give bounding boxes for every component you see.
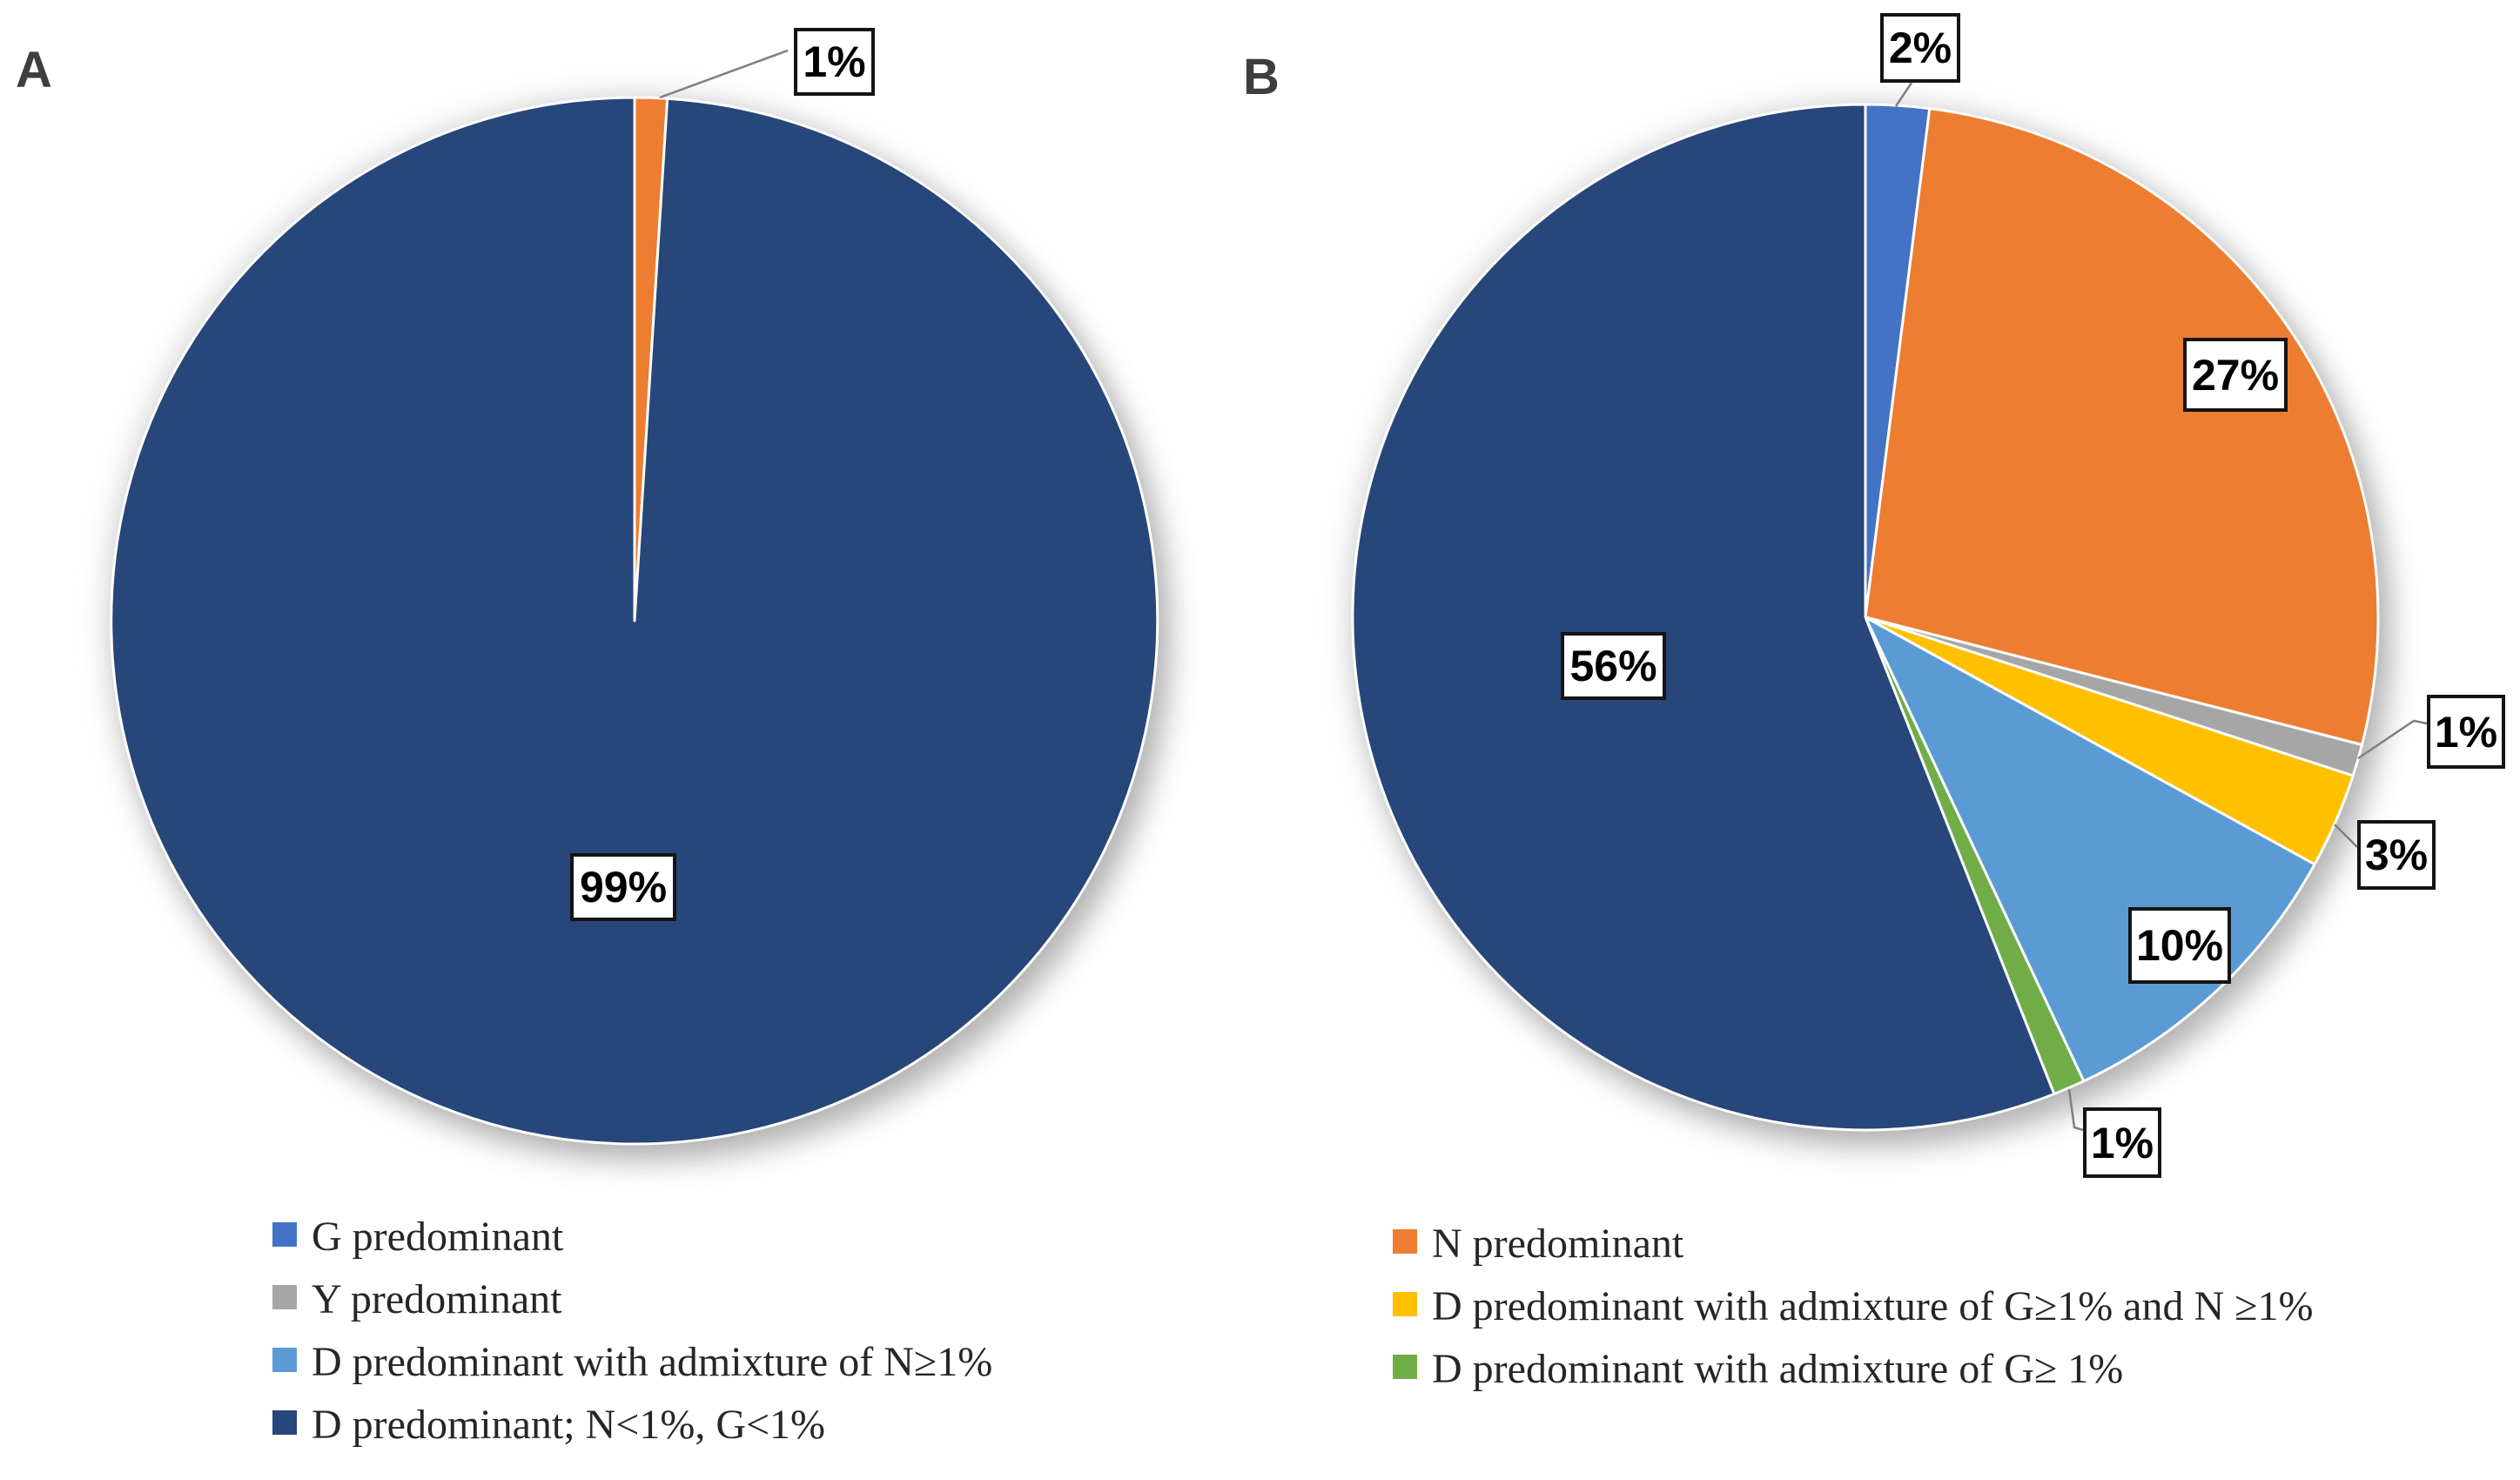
legend-item: D predominant with admixture of G≥1% and…: [1393, 1283, 2314, 1348]
percent-label-b-27pct: 27%: [2183, 338, 2288, 412]
legend-swatch-icon: [272, 1348, 297, 1372]
percent-label-b-2pct: 2%: [1880, 13, 1960, 83]
legend-item-label: D predominant with admixture of N≥1%: [312, 1339, 993, 1385]
legend-item: N predominant: [1393, 1221, 2313, 1285]
legend-item-label: N predominant: [1432, 1221, 1684, 1267]
legend-swatch-icon: [1393, 1229, 1417, 1254]
legend-item-label: Y predominant: [312, 1276, 562, 1322]
percent-label-b-3pct: 3%: [2357, 820, 2436, 890]
legend-item: D predominant with admixture of G≥ 1%: [1393, 1346, 2313, 1410]
leader-line: [2357, 719, 2428, 760]
legend-swatch-icon: [272, 1222, 297, 1247]
legend-item: G predominant: [272, 1214, 992, 1278]
panel-a-title: A: [16, 42, 52, 98]
legend-item: D predominant; N<1%, G<1%: [272, 1403, 992, 1466]
legend-chart-b: N predominant D predominant with admixtur…: [1393, 1221, 2314, 1410]
legend-item-label: G predominant: [312, 1214, 564, 1260]
pie-a: [110, 96, 1159, 1146]
percent-label-a-1pct: 1%: [794, 28, 875, 96]
pie-b-slice-27pct: [1864, 107, 2380, 746]
percent-label-b-1pct: 1%: [2427, 695, 2505, 769]
legend-chart-a: G predominant Y predominant D predominant …: [272, 1214, 993, 1466]
percent-label-b-10pct: 10%: [2128, 907, 2231, 984]
legend-swatch-icon: [1393, 1355, 1417, 1379]
legend-item: Y predominant: [272, 1276, 992, 1341]
pie-b-slice-56pct: [1351, 103, 2056, 1132]
legend-item: D predominant with admixture of N≥1%: [272, 1339, 993, 1403]
leader-line: [2067, 1088, 2084, 1132]
leader-line: [659, 49, 789, 99]
legend-swatch-icon: [272, 1285, 297, 1309]
legend-item-label: D predominant; N<1%, G<1%: [312, 1402, 826, 1448]
legend-item-label: D predominant with admixture of G≥ 1%: [1432, 1346, 2124, 1392]
legend-item-label: D predominant with admixture of G≥1% and…: [1432, 1283, 2314, 1329]
percent-label-b-56pct: 56%: [1561, 632, 1666, 700]
pie-a-slice-99pct: [110, 96, 1159, 1146]
percent-label-a-99pct: 99%: [570, 853, 676, 921]
panel-b-title: B: [1243, 49, 1280, 105]
legend-swatch-icon: [272, 1410, 297, 1435]
leader-line: [2334, 824, 2358, 848]
percent-label-b-1pct: 1%: [2083, 1107, 2161, 1178]
leader-line: [1894, 82, 1913, 107]
legend-swatch-icon: [1393, 1292, 1417, 1316]
